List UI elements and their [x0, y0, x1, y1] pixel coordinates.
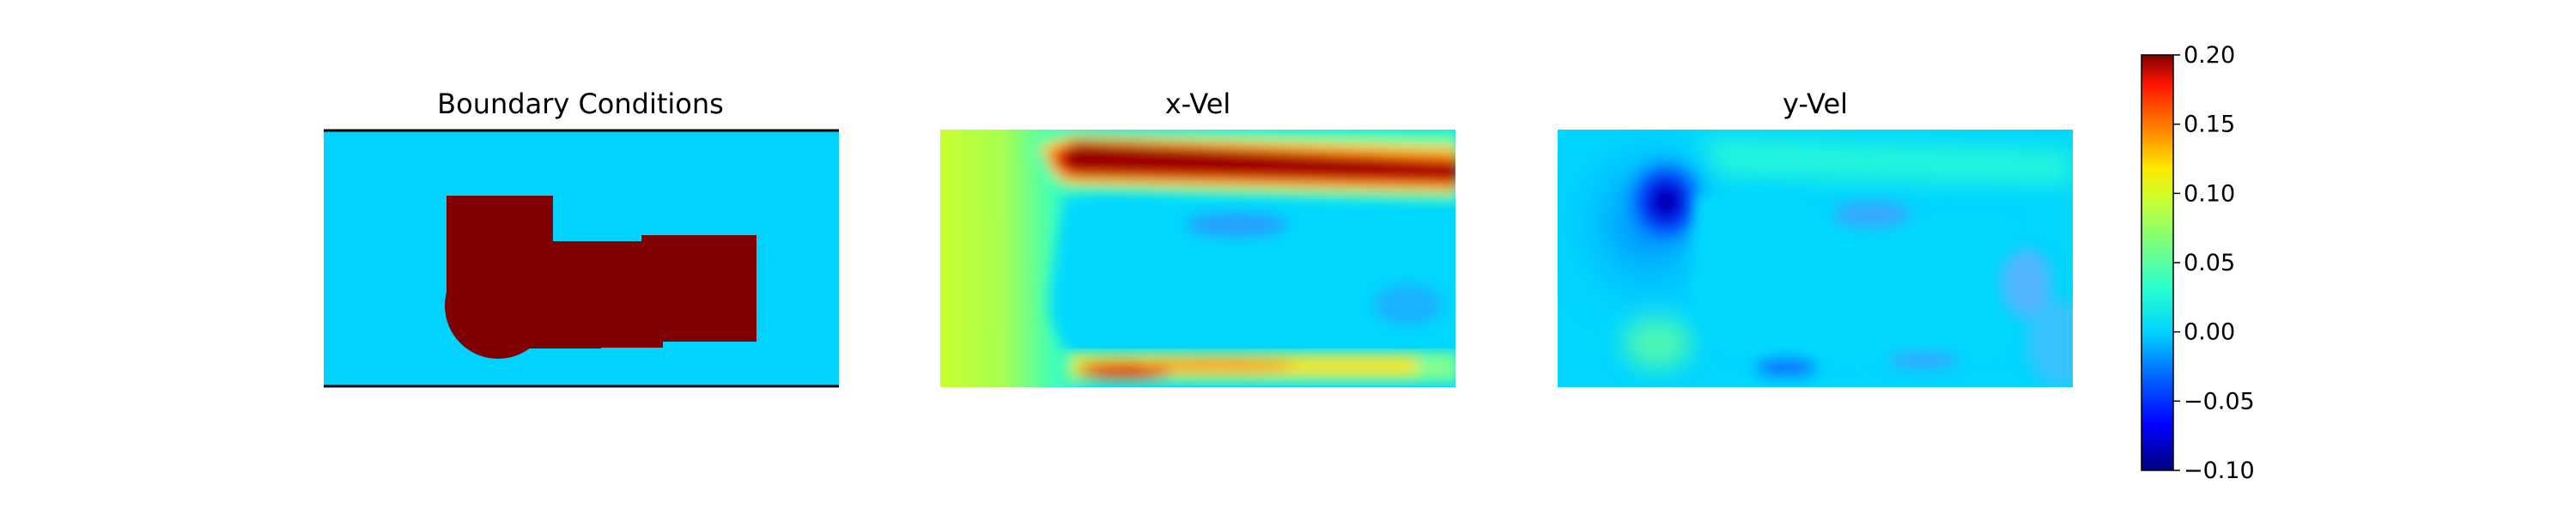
colorbar-tick-label: 0.15 [2184, 112, 2235, 138]
panel-x-vel: x-Vel [940, 88, 1455, 387]
xvel-field [940, 130, 1455, 387]
panel-boundary-conditions: Boundary Conditions [324, 88, 839, 388]
bc-obstacle [445, 196, 756, 359]
colorbar: 0.20 0.15 0.10 0.05 0.00 −0.05 −0.10 [2141, 42, 2255, 484]
panel-y-vel: y-Vel [1558, 88, 2073, 387]
colorbar-gradient [2141, 54, 2174, 471]
colorbar-tick-label: −0.05 [2184, 388, 2255, 415]
colorbar-tick-label: −0.10 [2184, 457, 2255, 484]
colorbar-tick-label: 0.05 [2184, 250, 2235, 276]
colorbar-ticks: 0.20 0.15 0.10 0.05 0.00 −0.05 −0.10 [2173, 42, 2255, 484]
panel-title-boundary: Boundary Conditions [437, 88, 724, 120]
panel-title-yvel: y-Vel [1783, 88, 1848, 120]
panel-title-xvel: x-Vel [1165, 88, 1231, 120]
colorbar-tick-label: 0.20 [2184, 42, 2235, 69]
colorbar-tick-label: 0.10 [2184, 180, 2235, 207]
yvel-field [1558, 130, 2073, 387]
colorbar-tick-label: 0.00 [2184, 319, 2235, 346]
